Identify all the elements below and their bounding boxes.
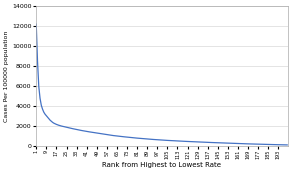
Y-axis label: Cases Per 100000 population: Cases Per 100000 population [4, 30, 9, 122]
X-axis label: Rank from Highest to Lowest Rate: Rank from Highest to Lowest Rate [102, 162, 221, 168]
